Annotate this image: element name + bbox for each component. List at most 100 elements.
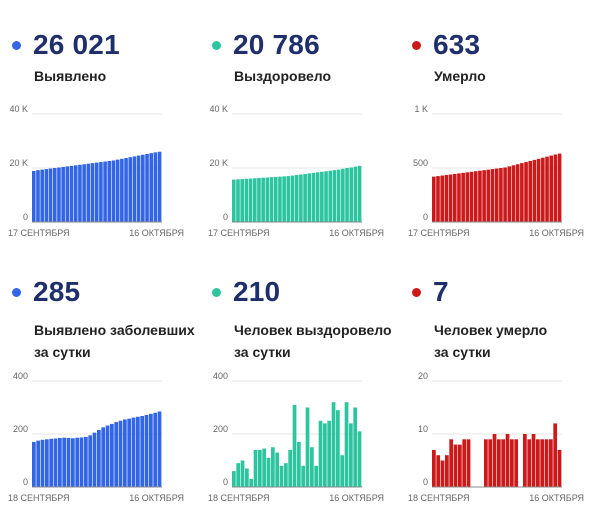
- bar: [257, 177, 261, 222]
- x-start-label: 18 СЕНТЯБРЯ: [208, 493, 270, 503]
- bar: [145, 153, 149, 222]
- bar: [294, 175, 299, 222]
- bar: [490, 169, 495, 222]
- y-tick-label: 0: [223, 477, 228, 487]
- bar: [40, 169, 44, 222]
- bar: [279, 465, 284, 487]
- stat-row: 20 786: [212, 25, 320, 65]
- y-tick-label: 0: [423, 477, 428, 487]
- bar: [53, 438, 58, 487]
- bar: [507, 166, 512, 222]
- bar: [32, 441, 36, 487]
- y-tick-label: 0: [23, 212, 28, 222]
- bar: [249, 479, 254, 487]
- bar: [141, 154, 145, 222]
- bar: [510, 439, 514, 487]
- bar: [557, 449, 562, 487]
- bar: [473, 171, 478, 222]
- bar: [127, 418, 132, 487]
- bar: [520, 163, 524, 222]
- bar: [240, 179, 244, 222]
- y-tick-label: 0: [23, 477, 28, 487]
- y-tick-label: 500: [413, 158, 428, 168]
- bar: [448, 174, 453, 222]
- bar: [84, 436, 88, 487]
- bar: [340, 455, 345, 487]
- bar: [482, 170, 486, 222]
- bar: [497, 439, 501, 487]
- bar: [484, 439, 488, 487]
- bar: [444, 175, 449, 222]
- mini-bar-chart: 40 K 20 K 0 17 СЕНТЯБРЯ 16 ОКТЯБРЯ: [208, 104, 384, 238]
- bar: [553, 423, 558, 487]
- bar: [236, 463, 241, 487]
- bar: [462, 439, 467, 487]
- bar: [307, 173, 312, 222]
- bar: [94, 162, 99, 222]
- stat-value: 285: [33, 276, 81, 307]
- bar: [349, 167, 354, 222]
- bar: [290, 175, 295, 222]
- stat-value: 20 786: [233, 29, 320, 60]
- bar: [124, 158, 128, 222]
- bar: [236, 179, 240, 222]
- bar: [331, 402, 336, 487]
- bar: [541, 157, 545, 222]
- bar: [549, 439, 553, 487]
- bar: [66, 437, 71, 487]
- stat-label: Выздоровело: [234, 68, 332, 84]
- bar: [278, 176, 282, 222]
- bar: [345, 168, 349, 222]
- x-start-label: 18 СЕНТЯБРЯ: [8, 493, 70, 503]
- bar: [136, 155, 141, 222]
- bar: [265, 177, 270, 222]
- bar: [82, 164, 86, 222]
- panel-daily-cases: 285 Выявлено заболевших за сутки 400 200 0 18…: [0, 272, 200, 512]
- bar: [65, 166, 70, 222]
- panel-daily-recovered: 210 Человек выздоровело за сутки 400 200 0 18…: [200, 272, 400, 512]
- bar: [323, 423, 327, 487]
- stat-label: Человек умерло за сутки: [434, 322, 548, 360]
- bar: [292, 404, 297, 487]
- bar: [105, 425, 110, 487]
- y-tick-label: 40 K: [9, 104, 28, 114]
- bar: [318, 420, 323, 487]
- bar: [286, 176, 291, 222]
- bar: [101, 427, 106, 487]
- stat-value: 210: [233, 276, 281, 307]
- x-end-label: 16 ОКТЯБРЯ: [329, 228, 384, 238]
- bar: [36, 170, 40, 222]
- stat-label: Выявлено: [34, 68, 107, 84]
- bar: [282, 176, 286, 222]
- x-start-label: 17 СЕНТЯБРЯ: [8, 228, 70, 238]
- stat-row: 633: [412, 25, 480, 65]
- bar: [149, 413, 153, 487]
- bar: [131, 417, 136, 487]
- mini-bar-chart: 400 200 0 18 СЕНТЯБРЯ 16 ОКТЯБРЯ: [8, 371, 184, 503]
- mini-bar-chart: 20 10 0 18 СЕНТЯБРЯ 16 ОКТЯБРЯ: [408, 371, 584, 503]
- stat-row: 285: [12, 272, 80, 312]
- y-tick-label: 40 K: [209, 104, 228, 114]
- bar: [123, 419, 127, 487]
- bar: [86, 163, 91, 222]
- bar: [262, 448, 267, 487]
- bar: [511, 165, 516, 222]
- bar: [445, 455, 449, 487]
- mini-bar-chart: 40 K 20 K 0 17 СЕНТЯБРЯ 16 ОКТЯБРЯ: [8, 104, 184, 238]
- bar: [253, 449, 258, 487]
- y-tick-label: 200: [213, 424, 228, 434]
- bar: [258, 449, 262, 487]
- bar: [114, 422, 119, 487]
- panel-total-recovered: 20 786 Выздоровело 40 K 20 K 0 17 СЕНТЯБРЯ 16 …: [200, 25, 400, 255]
- stat-value: 26 021: [33, 29, 120, 60]
- bar: [320, 171, 324, 222]
- bar: [297, 441, 301, 487]
- bar: [436, 176, 440, 222]
- series-dot-icon: [212, 287, 221, 297]
- bar: [75, 437, 80, 487]
- bar: [357, 431, 362, 487]
- x-end-label: 16 ОКТЯБРЯ: [129, 493, 184, 503]
- bar: [78, 164, 82, 222]
- bar: [527, 439, 532, 487]
- bar: [544, 439, 549, 487]
